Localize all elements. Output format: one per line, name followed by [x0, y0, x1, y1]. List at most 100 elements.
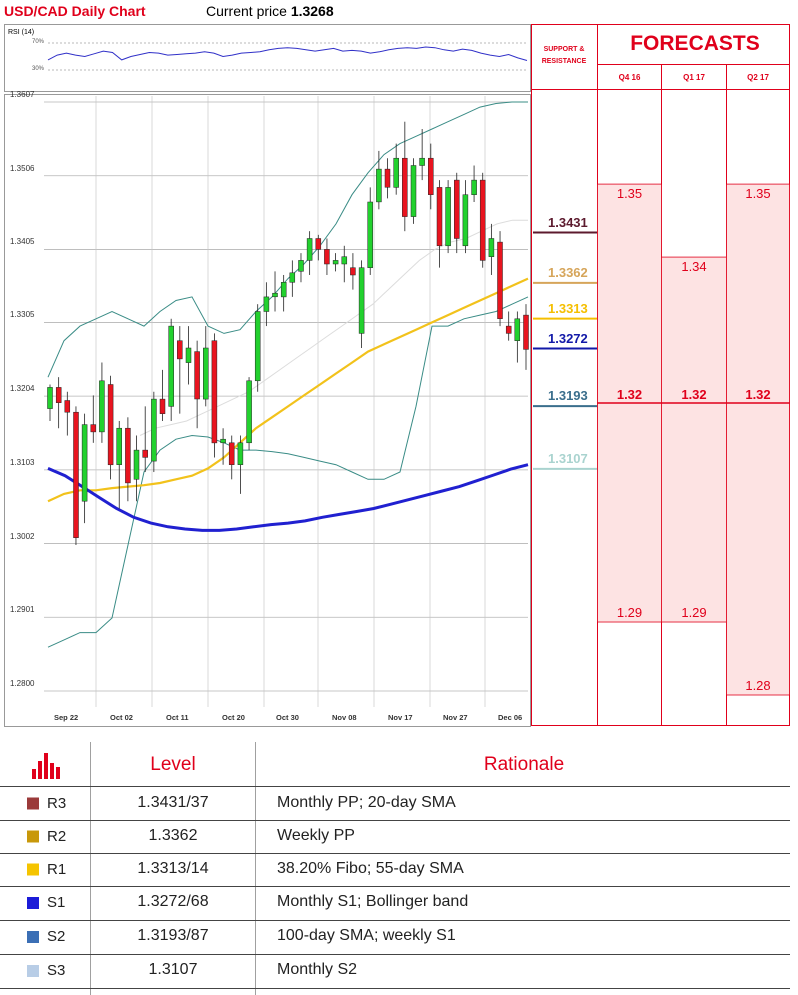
- sma-blue-line: [47, 463, 529, 532]
- candle-down: [315, 238, 322, 250]
- forecast-range: [661, 256, 727, 623]
- y-tick-label: 1.2800: [10, 679, 35, 688]
- level-value: 1.3272/68: [137, 893, 209, 910]
- rsi-level-30: 30%: [32, 66, 45, 72]
- y-tick-label: 1.3506: [10, 163, 35, 173]
- candle-down: [497, 241, 503, 319]
- candle-up: [471, 179, 477, 195]
- y-tick-label: 1.3002: [10, 531, 35, 541]
- candle-down: [177, 340, 183, 360]
- candle-up: [168, 325, 174, 407]
- candle-down: [55, 387, 62, 403]
- candle-up: [306, 238, 313, 261]
- candle-up: [116, 427, 122, 465]
- candle-up: [462, 194, 469, 247]
- level-color-swatch: [27, 965, 39, 977]
- bollinger-lower-line: [47, 296, 529, 648]
- y-tick-label: 1.3103: [10, 457, 35, 467]
- candle-up: [376, 168, 382, 203]
- candle-up: [289, 272, 296, 283]
- level-value: 1.3313/14: [137, 859, 209, 877]
- candle-up: [332, 260, 339, 265]
- quarter-header: Q2 17: [747, 73, 769, 82]
- candle-up: [393, 157, 399, 188]
- sr-header-line2: RESISTANCE: [541, 58, 587, 65]
- candle-down: [436, 187, 443, 247]
- x-tick-label: Oct 02: [110, 713, 133, 722]
- rsi-panel: [4, 24, 531, 92]
- candle-down: [402, 157, 408, 217]
- candle-down: [324, 249, 330, 265]
- candle-down: [505, 325, 512, 334]
- candle-up: [254, 311, 261, 382]
- table-header-level: Level: [150, 754, 196, 775]
- forecast-low-value: 1.29: [616, 605, 643, 620]
- rsi-label: RSI (14): [8, 29, 35, 36]
- x-tick-label: Oct 20: [222, 713, 245, 722]
- candle-down: [64, 400, 71, 413]
- bollinger-upper-line: [47, 101, 528, 378]
- candle-up: [203, 347, 209, 400]
- candle-down: [454, 179, 460, 239]
- level-label: S2: [47, 928, 66, 945]
- candle-up: [246, 380, 252, 444]
- sr-level-value: 1.3107: [548, 450, 588, 466]
- candle-up: [514, 318, 521, 341]
- forecast-mid-value: 1.32: [745, 387, 771, 403]
- candle-down: [479, 179, 486, 261]
- candle-down: [350, 267, 356, 276]
- x-tick-label: Oct 30: [276, 713, 299, 722]
- candle-down: [384, 168, 391, 188]
- forecast-low-value: 1.29: [681, 605, 707, 620]
- level-rationale: Monthly PP; 20-day SMA: [277, 793, 456, 811]
- current-price: Current price 1.3268: [206, 3, 334, 19]
- level-label: R1: [47, 860, 67, 878]
- candle-up: [298, 260, 304, 272]
- candle-up: [185, 347, 192, 363]
- level-color-swatch: [27, 797, 39, 810]
- candle-up: [280, 282, 287, 298]
- candle-down: [125, 427, 131, 484]
- quarter-header: Q1 17: [683, 73, 705, 82]
- candle-up: [488, 238, 495, 257]
- level-value: 1.3431/37: [137, 793, 209, 811]
- candle-down: [142, 449, 148, 458]
- table-chart-icon: [30, 749, 62, 786]
- current-price-label: Current price: [206, 3, 287, 19]
- sr-level-value: 1.3313: [548, 300, 588, 316]
- current-price-value: 1.3268: [290, 3, 334, 19]
- level-label: S3: [47, 962, 66, 979]
- level-label: R2: [47, 827, 67, 845]
- candle-up: [133, 449, 140, 480]
- forecast-low-value: 1.28: [745, 678, 771, 693]
- level-label: R3: [47, 794, 67, 812]
- candle-down: [228, 442, 235, 465]
- candle-up: [81, 424, 88, 502]
- candle-up: [99, 380, 105, 433]
- candle-up: [410, 165, 417, 217]
- candle-up: [47, 387, 53, 409]
- candle-up: [341, 256, 348, 265]
- level-color-swatch: [27, 931, 39, 943]
- forecast-high-value: 1.35: [616, 186, 643, 202]
- level-rationale: 38.20% Fibo; 55-day SMA: [277, 859, 464, 877]
- candle-down: [90, 424, 97, 433]
- bar-chart-icon: [32, 753, 60, 779]
- candle-down: [523, 314, 529, 350]
- level-value: 1.3362: [148, 826, 198, 844]
- candle-down: [428, 157, 434, 195]
- forecast-mid-value: 1.32: [681, 387, 707, 403]
- candle-up: [445, 187, 451, 247]
- candle-up: [151, 398, 157, 462]
- candle-down: [159, 398, 166, 414]
- level-color-swatch: [27, 897, 39, 909]
- sr-header: SUPPORT & RESISTANCE: [532, 44, 596, 68]
- sr-header-line1: SUPPORT &: [543, 46, 585, 53]
- level-value: 1.3193/87: [137, 927, 209, 944]
- forecast-range: [726, 183, 790, 696]
- sr-level-value: 1.3272: [548, 330, 588, 346]
- candle-up: [237, 442, 244, 465]
